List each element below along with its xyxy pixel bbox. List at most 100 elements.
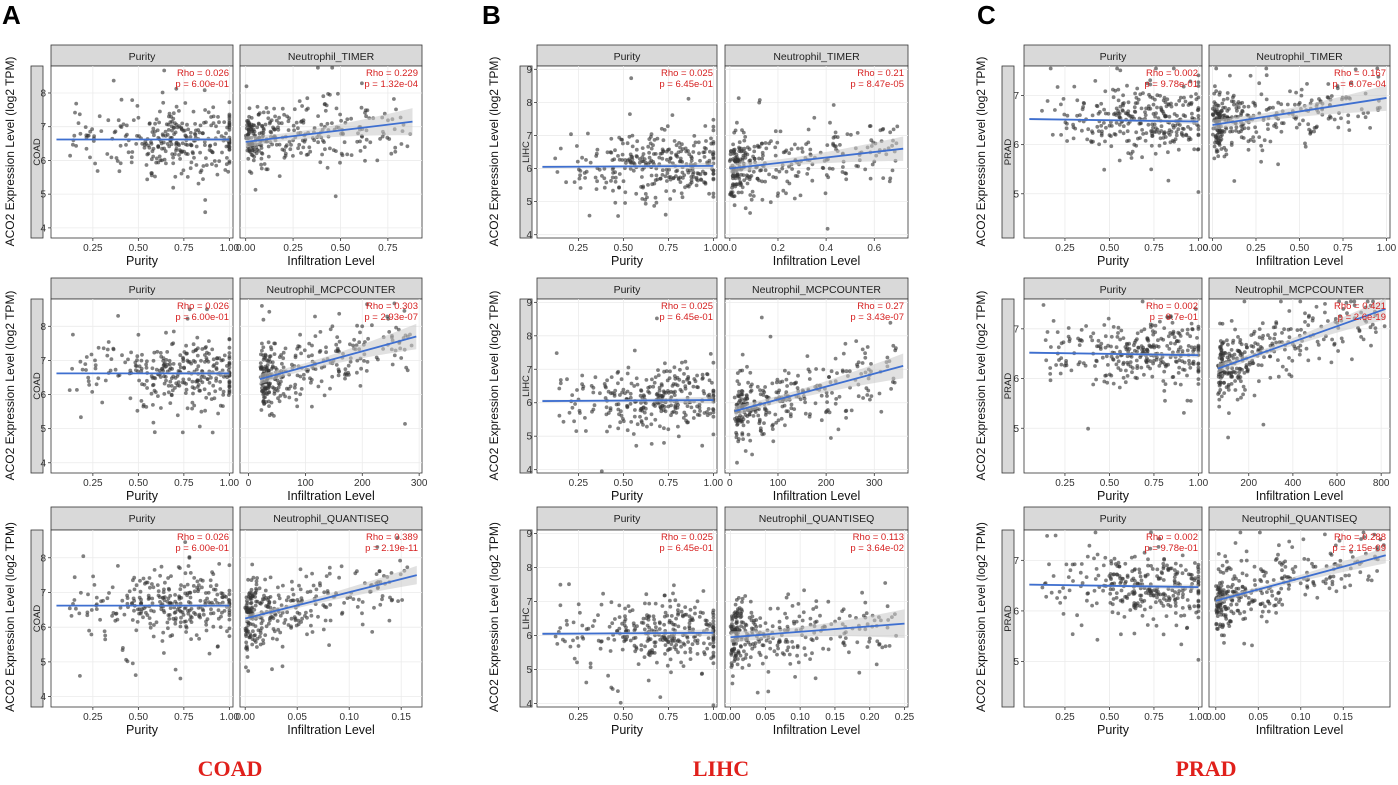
scatter-point — [825, 143, 830, 148]
scatter-point — [659, 409, 664, 414]
scatter-point — [662, 426, 666, 431]
scatter-point — [324, 605, 329, 610]
p-value-annotation: p = 9.78e-01 — [1144, 79, 1198, 90]
scatter-point — [214, 583, 219, 588]
scatter-point — [1146, 338, 1151, 343]
scatter-point — [621, 141, 625, 146]
scatter-point — [378, 602, 383, 607]
scatter-point — [1195, 336, 1199, 340]
rho-annotation: Rho = 0.026 — [177, 68, 229, 79]
scatter-point — [193, 132, 198, 137]
scatter-point — [1185, 348, 1190, 353]
scatter-point — [137, 364, 142, 369]
scatter-point — [201, 131, 205, 136]
scatter-point — [186, 360, 191, 364]
scatter-point — [606, 636, 611, 641]
scatter-point — [355, 139, 360, 144]
scatter-point — [575, 636, 580, 640]
scatter-point — [612, 394, 617, 398]
scatter-point — [211, 121, 216, 125]
scatter-point — [151, 403, 155, 407]
scatter-point — [280, 361, 284, 366]
scatter-point — [218, 387, 223, 391]
scatter-point — [166, 586, 171, 591]
scatter-point — [201, 612, 206, 617]
cancer-side-strip-label: LIHC — [521, 141, 532, 163]
scatter-point — [748, 384, 753, 389]
scatter-point — [196, 181, 201, 186]
scatter-point — [362, 359, 366, 363]
y-tick-label: 8 — [526, 331, 532, 342]
scatter-point — [806, 367, 811, 372]
scatter-point — [1055, 85, 1060, 89]
scatter-point — [1222, 154, 1227, 159]
scatter-point — [698, 610, 703, 615]
scatter-point — [1178, 123, 1182, 127]
scatter-point — [1134, 95, 1139, 100]
scatter-point — [668, 646, 673, 651]
scatter-point — [711, 195, 716, 199]
scatter-point — [1126, 112, 1130, 116]
cancer-label-lihc: LIHC — [692, 756, 750, 781]
scatter-point — [261, 392, 266, 397]
scatter-point — [166, 626, 170, 631]
scatter-point — [865, 393, 870, 397]
scatter-point — [140, 607, 145, 611]
scatter-point — [838, 143, 842, 147]
scatter-point — [655, 177, 660, 182]
scatter-point — [151, 146, 156, 151]
scatter-point — [616, 689, 620, 693]
scatter-point — [253, 624, 258, 628]
scatter-point — [206, 359, 211, 364]
scatter-point — [141, 615, 145, 620]
rho-annotation: Rho = 0.026 — [177, 301, 229, 312]
scatter-point — [619, 377, 624, 382]
scatter-point — [558, 378, 563, 382]
scatter-point — [1151, 361, 1155, 366]
scatter-point — [565, 622, 569, 627]
scatter-point — [179, 583, 183, 587]
scatter-point — [323, 108, 328, 113]
scatter-point — [129, 350, 134, 355]
scatter-point — [151, 634, 156, 639]
scatter-point — [207, 651, 212, 656]
scatter-point — [708, 149, 712, 154]
scatter-point — [1050, 132, 1055, 137]
scatter-point — [281, 356, 286, 361]
y-tick-label: 5 — [526, 432, 532, 443]
scatter-point — [120, 353, 124, 358]
scatter-point — [1128, 360, 1133, 364]
scatter-point — [1301, 118, 1305, 123]
scatter-point — [178, 566, 182, 570]
scatter-point — [375, 545, 380, 549]
scatter-point — [1048, 366, 1053, 370]
scatter-point — [1059, 341, 1064, 346]
scatter-point — [604, 180, 609, 185]
scatter-point — [184, 630, 189, 634]
cancer-side-strip-label: COAD — [32, 372, 43, 400]
scatter-point — [167, 613, 172, 617]
scatter-point — [1109, 344, 1113, 349]
scatter-point — [168, 606, 173, 610]
scatter-point — [594, 187, 599, 192]
scatter-point — [570, 405, 575, 410]
scatter-point — [188, 571, 193, 575]
scatter-point — [221, 389, 226, 394]
scatter-point — [691, 150, 696, 154]
scatter-point — [182, 128, 187, 133]
scatter-point — [205, 307, 209, 312]
scatter-point — [339, 564, 344, 569]
scatter-point — [748, 438, 753, 443]
x-tick-label: 1.00 — [1377, 243, 1397, 254]
scatter-point — [283, 346, 288, 351]
scatter-point — [178, 624, 183, 629]
scatter-point — [733, 155, 738, 160]
scatter-point — [277, 142, 282, 147]
scatter-point — [764, 146, 769, 151]
scatter-point — [141, 576, 146, 581]
scatter-point — [205, 377, 210, 381]
scatter-point — [616, 154, 620, 158]
scatter-point — [595, 147, 600, 152]
scatter-point — [392, 97, 396, 101]
scatter-point — [758, 653, 763, 657]
